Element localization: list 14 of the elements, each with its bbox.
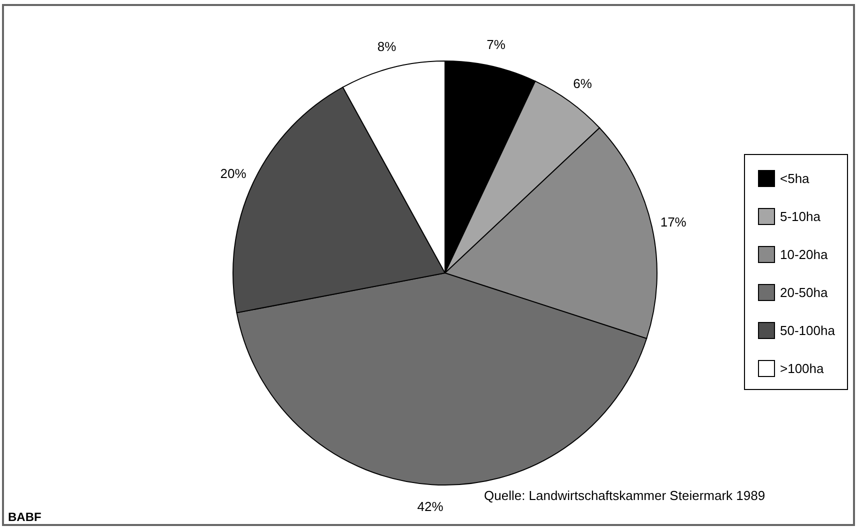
data-label: 20% [220,166,247,181]
data-label: 6% [573,76,592,92]
data-label: 8% [377,38,397,54]
data-label: 7% [486,37,506,52]
legend-label: 10-20ha [780,246,828,262]
data-label: 42% [417,499,444,514]
source-note: Quelle: Landwirtschaftskammer Steiermark 1989 [484,488,766,503]
legend-label: <5ha [780,170,810,186]
legend-label: >100ha [780,360,824,376]
text: BABF [8,510,42,524]
legend-label: 5-10ha [780,208,820,224]
legend-label: 20-50ha [780,284,828,300]
data-label: 17% [660,214,687,230]
legend-label: 50-100ha [780,322,835,338]
